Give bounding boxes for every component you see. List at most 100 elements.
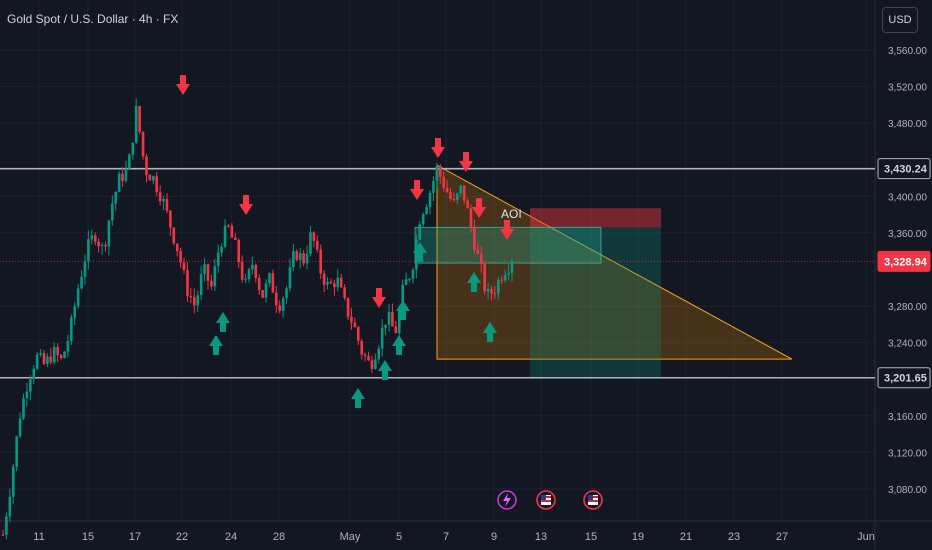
candle-body (172, 227, 176, 244)
candle-body (285, 288, 288, 299)
candle-body (380, 327, 384, 349)
candle-body (227, 225, 230, 227)
candle-body (428, 192, 432, 208)
candle-body (87, 239, 90, 262)
candle-body (415, 239, 418, 270)
candle-body (162, 199, 165, 202)
candle-body (175, 243, 179, 252)
candle-body (29, 379, 32, 392)
stop-zone (530, 208, 661, 228)
candle-body (15, 436, 18, 467)
candle-body (104, 244, 107, 247)
price-tick-label: 3,520.00 (888, 83, 927, 94)
candle-body (292, 251, 295, 268)
time-tick-label: 7 (443, 531, 449, 543)
candle-body (213, 266, 217, 287)
candle-body (141, 131, 145, 157)
down-arrow-icon (500, 220, 514, 240)
candle-body (39, 352, 42, 355)
candle-body (52, 346, 56, 363)
candle-body (442, 176, 445, 188)
candle-body (42, 352, 46, 364)
candle-body (261, 290, 264, 298)
candle-body (5, 516, 8, 535)
candle-body (237, 239, 241, 263)
down-arrow-icon (372, 288, 386, 308)
target-zone (530, 227, 661, 378)
candle-body (1, 534, 5, 536)
candle-body (152, 176, 155, 181)
candle-body (346, 298, 350, 317)
candle-body (271, 273, 275, 293)
flag-stripe (541, 500, 551, 502)
candle-body (377, 348, 381, 360)
candle-body (83, 261, 87, 277)
price-tick-label: 3,240.00 (888, 339, 927, 350)
down-arrow-icon (472, 198, 486, 218)
candle-body (295, 251, 299, 260)
candle-body (421, 213, 425, 225)
price-label-text: 3,328.94 (884, 256, 928, 268)
candle-body (90, 235, 94, 240)
candle-body (493, 293, 497, 295)
candle-body (80, 276, 83, 289)
candle-body (391, 311, 394, 327)
us-flag-icon (583, 490, 603, 510)
candle-body (8, 496, 12, 517)
candle-body (319, 249, 322, 274)
time-tick-label: 24 (225, 531, 237, 543)
candle-body (363, 354, 367, 357)
price-tick-label: 3,560.00 (888, 46, 927, 57)
candle-body (503, 274, 507, 281)
candle-body (486, 289, 490, 292)
candle-body (497, 279, 500, 294)
price-label-text: 3,201.65 (884, 373, 927, 385)
time-tick-label: Jun (857, 531, 875, 543)
candle-body (312, 232, 316, 241)
time-tick-label: 21 (680, 531, 692, 543)
candle-body (476, 249, 480, 254)
up-arrow-icon (209, 335, 223, 355)
candle-body (374, 359, 377, 369)
us-flag-icon (536, 490, 556, 510)
trade-zones (414, 164, 793, 378)
candle-body (56, 346, 59, 356)
candle-body (230, 225, 234, 238)
candle-body (63, 351, 66, 359)
down-arrow-icon (176, 75, 190, 95)
candle-body (158, 192, 162, 202)
candle-body (356, 327, 360, 341)
currency-selector[interactable]: USD (882, 7, 918, 33)
candle-body (179, 251, 182, 263)
candle-body (418, 224, 422, 240)
up-arrow-icon (392, 335, 406, 355)
candle-body (66, 341, 70, 352)
candle-body (329, 281, 333, 284)
events (497, 490, 603, 510)
candle-body (76, 288, 80, 307)
candle-body (322, 273, 326, 285)
candle-body (408, 278, 411, 280)
down-arrow-icon (410, 180, 424, 200)
candle-body (93, 235, 97, 242)
candle-body (435, 166, 439, 181)
price-tick-label: 3,280.00 (888, 302, 927, 313)
candle-body (247, 269, 251, 280)
time-tick-label: 23 (728, 531, 740, 543)
candle-body (216, 252, 220, 267)
candle-body (128, 154, 131, 169)
candle-body (510, 261, 514, 273)
candle-body (298, 253, 302, 260)
up-arrow-icon (378, 360, 392, 380)
candle-body (353, 322, 357, 328)
up-arrow-icon (216, 312, 230, 332)
candle-body (251, 264, 254, 270)
candle-body (35, 354, 39, 369)
candle-body (193, 297, 196, 306)
candle-body (483, 264, 486, 292)
markers (176, 75, 514, 408)
candle-body (223, 225, 227, 247)
candle-body (46, 356, 49, 364)
candle-body (70, 317, 73, 342)
